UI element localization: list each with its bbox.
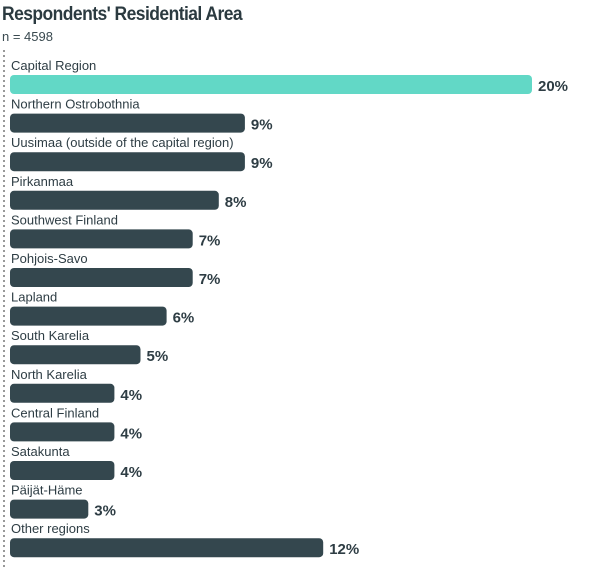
bar bbox=[10, 113, 245, 133]
category-label: Capital Region bbox=[11, 58, 96, 73]
bar bbox=[10, 538, 324, 558]
chart-subtitle: n = 4598 bbox=[2, 29, 53, 44]
value-label: 7% bbox=[199, 232, 221, 249]
bar bbox=[10, 306, 167, 326]
value-label: 4% bbox=[120, 425, 142, 442]
category-label: Central Finland bbox=[11, 405, 99, 420]
category-label: Other regions bbox=[11, 521, 90, 536]
category-label: Pirkanmaa bbox=[11, 174, 74, 189]
category-label: North Karelia bbox=[11, 367, 88, 382]
category-label: Southwest Finland bbox=[11, 212, 118, 227]
value-label: 20% bbox=[538, 78, 568, 95]
value-label: 4% bbox=[120, 387, 142, 404]
bar bbox=[10, 461, 115, 480]
bar bbox=[10, 190, 219, 210]
category-label: Uusimaa (outside of the capital region) bbox=[11, 135, 234, 150]
bar bbox=[10, 499, 89, 519]
category-label: Northern Ostrobothnia bbox=[11, 97, 140, 112]
bar bbox=[10, 152, 245, 172]
bar bbox=[10, 383, 115, 403]
value-label: 9% bbox=[251, 155, 273, 172]
value-label: 8% bbox=[225, 194, 247, 211]
bar bbox=[10, 345, 141, 365]
category-label: Lapland bbox=[11, 290, 57, 305]
value-label: 6% bbox=[173, 310, 195, 327]
bar bbox=[10, 422, 115, 442]
category-label: Päijät-Häme bbox=[11, 483, 83, 498]
value-label: 4% bbox=[120, 464, 142, 481]
value-label: 9% bbox=[251, 117, 273, 134]
chart-title: Respondents' Residential Area bbox=[2, 4, 243, 25]
bar bbox=[10, 268, 193, 287]
bar bbox=[10, 229, 193, 249]
value-label: 3% bbox=[94, 503, 116, 520]
category-label: South Karelia bbox=[11, 328, 90, 343]
category-label: Satakunta bbox=[11, 444, 70, 459]
value-label: 12% bbox=[329, 541, 359, 558]
value-label: 7% bbox=[199, 271, 221, 288]
value-label: 5% bbox=[147, 348, 169, 365]
bar bbox=[10, 75, 532, 94]
category-label: Pohjois-Savo bbox=[11, 251, 88, 266]
